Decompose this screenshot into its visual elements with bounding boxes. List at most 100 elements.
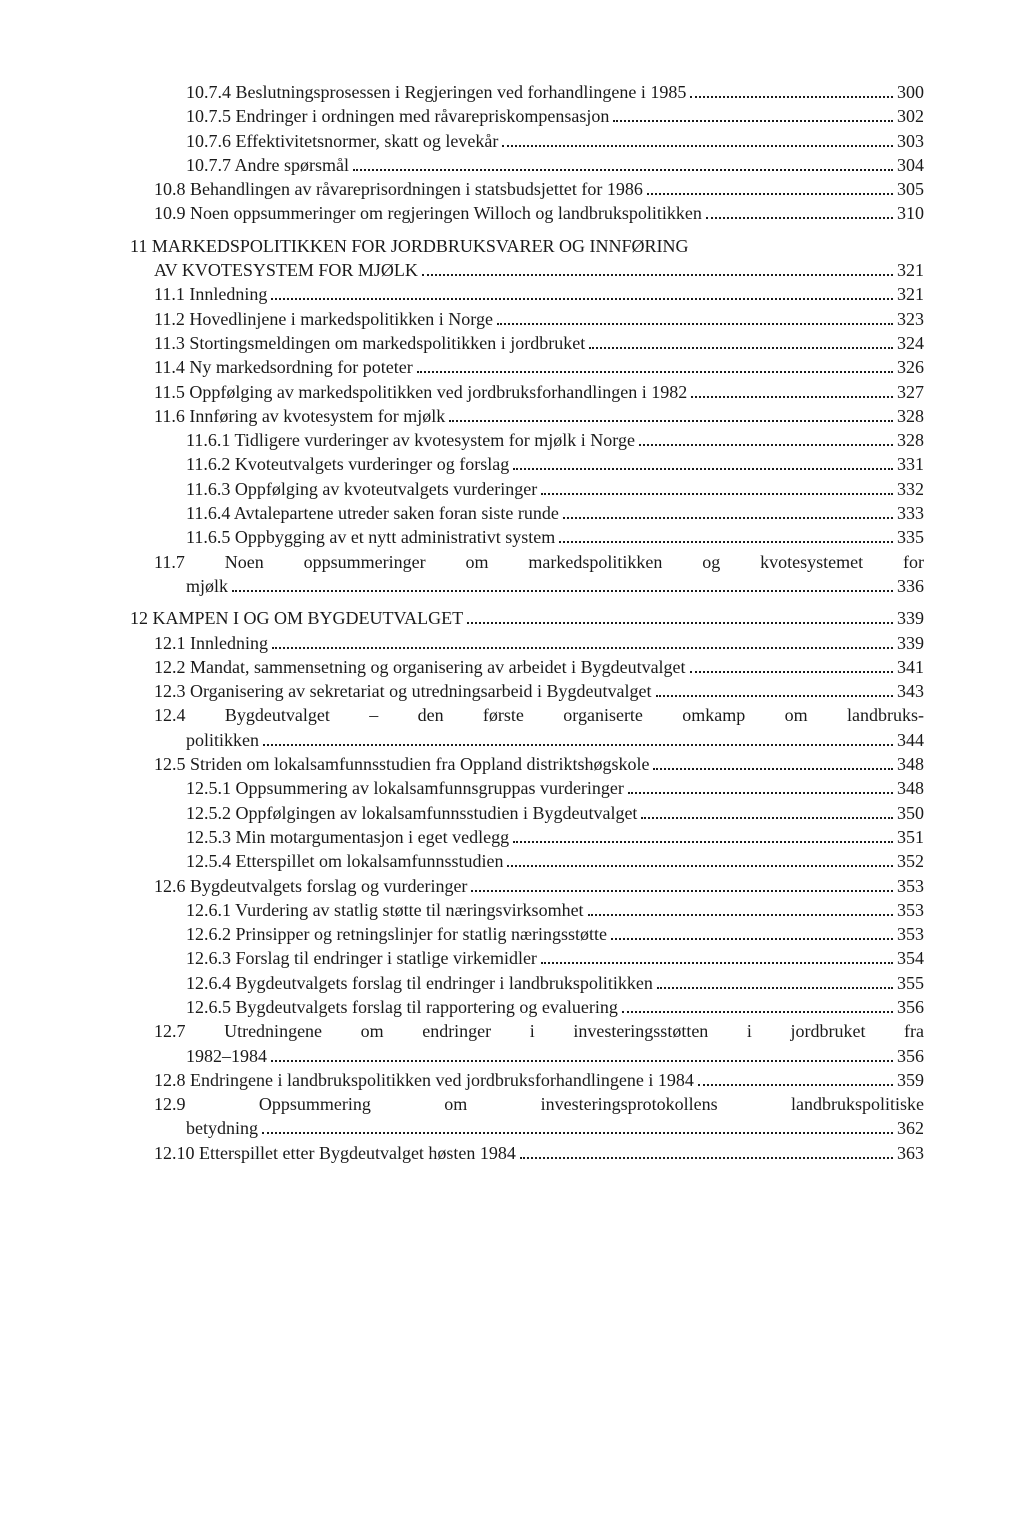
toc-page-number: 344 <box>897 728 924 752</box>
toc-entry: 12 KAMPEN I OG OM BYGDEUTVALGET339 <box>130 606 924 630</box>
toc-entry: 12.5 Striden om lokalsamfunnsstudien fra… <box>130 752 924 776</box>
toc-entry-label: 12.6.3 Forslag til endringer i statlige … <box>186 946 537 970</box>
toc-page-number: 303 <box>897 129 924 153</box>
toc-page-number: 362 <box>897 1116 924 1140</box>
toc-chapter-title-line1: 11 MARKEDSPOLITIKKEN FOR JORDBRUKSVARER … <box>130 234 924 258</box>
toc-entry-label: 12.2 Mandat, sammensetning og organiseri… <box>154 655 686 679</box>
table-of-contents: 10.7.4 Beslutningsprosessen i Regjeringe… <box>0 0 1024 1514</box>
toc-leader <box>639 444 893 446</box>
toc-page-number: 339 <box>897 631 924 655</box>
toc-page-number: 341 <box>897 655 924 679</box>
toc-entry-line1: 11.7 Noen oppsummeringer om markedspolit… <box>130 550 924 574</box>
toc-chapter: 12 KAMPEN I OG OM BYGDEUTVALGET339 <box>130 606 924 630</box>
toc-page-number: 356 <box>897 995 924 1019</box>
toc-entry-label: 11 MARKEDSPOLITIKKEN FOR JORDBRUKSVARER … <box>130 234 689 258</box>
toc-page-number: 343 <box>897 679 924 703</box>
toc-entry: 12.10 Etterspillet etter Bygdeutvalget h… <box>130 1141 924 1165</box>
toc-leader <box>272 647 893 649</box>
toc-page-number: 353 <box>897 922 924 946</box>
toc-page-number: 351 <box>897 825 924 849</box>
toc-page-number: 310 <box>897 201 924 225</box>
toc-entry: 12.2 Mandat, sammensetning og organiseri… <box>130 655 924 679</box>
toc-entry-label: 11.7 Noen oppsummeringer om markedspolit… <box>154 550 924 574</box>
toc-leader <box>417 371 893 373</box>
toc-leader <box>691 396 893 398</box>
toc-entry-label: 11.6.1 Tidligere vurderinger av kvotesys… <box>186 428 635 452</box>
toc-entry-label: 12.5 Striden om lokalsamfunnsstudien fra… <box>154 752 649 776</box>
toc-page-number: 359 <box>897 1068 924 1092</box>
toc-entry: 11.6.2 Kvoteutvalgets vurderinger og for… <box>130 452 924 476</box>
toc-entry: 12.6.5 Bygdeutvalgets forslag til rappor… <box>130 995 924 1019</box>
toc-page-number: 348 <box>897 752 924 776</box>
toc-page-number: 328 <box>897 428 924 452</box>
toc-entry-label: 12.4 Bygdeutvalget – den første organise… <box>154 703 924 727</box>
toc-page-number: 328 <box>897 404 924 428</box>
toc-entry: 11.1 Innledning321 <box>130 282 924 306</box>
toc-entry-label: 10.9 Noen oppsummeringer om regjeringen … <box>154 201 702 225</box>
toc-leader <box>271 1060 893 1062</box>
toc-entry-label: 12.8 Endringene i landbrukspolitikken ve… <box>154 1068 694 1092</box>
toc-page-number: 348 <box>897 776 924 800</box>
toc-leader <box>513 468 893 470</box>
toc-page-number: 324 <box>897 331 924 355</box>
toc-page-number: 304 <box>897 153 924 177</box>
toc-entry: 11.6.4 Avtalepartene utreder saken foran… <box>130 501 924 525</box>
toc-page-number: 336 <box>897 574 924 598</box>
toc-entry-label: 12 KAMPEN I OG OM BYGDEUTVALGET <box>130 606 463 630</box>
toc-entry-label: 11.6.4 Avtalepartene utreder saken foran… <box>186 501 559 525</box>
toc-leader <box>449 420 893 422</box>
toc-entry: AV KVOTESYSTEM FOR MJØLK321 <box>130 258 924 282</box>
toc-page-number: 302 <box>897 104 924 128</box>
toc-leader <box>502 145 893 147</box>
toc-entry-label: 10.8 Behandlingen av råvareprisordningen… <box>154 177 643 201</box>
toc-entry: 12.5.4 Etterspillet om lokalsamfunnsstud… <box>130 849 924 873</box>
toc-entry-label: 11.2 Hovedlinjene i markedspolitikken i … <box>154 307 493 331</box>
toc-entry-label: 12.1 Innledning <box>154 631 268 655</box>
toc-entry-label: 12.5.2 Oppfølgingen av lokalsamfunnsstud… <box>186 801 637 825</box>
toc-entry: 12.6.4 Bygdeutvalgets forslag til endrin… <box>130 971 924 995</box>
toc-leader <box>541 962 893 964</box>
toc-entry-label: 11.6.2 Kvoteutvalgets vurderinger og for… <box>186 452 509 476</box>
toc-page-number: 305 <box>897 177 924 201</box>
toc-page-number: 327 <box>897 380 924 404</box>
toc-leader <box>497 323 893 325</box>
toc-entry-label: 10.7.6 Effektivitetsnormer, skatt og lev… <box>186 129 498 153</box>
toc-entry: 12.5.3 Min motargumentasjon i eget vedle… <box>130 825 924 849</box>
toc-leader <box>690 96 893 98</box>
toc-entry-label: 10.7.4 Beslutningsprosessen i Regjeringe… <box>186 80 686 104</box>
toc-page-number: 352 <box>897 849 924 873</box>
toc-leader <box>613 120 893 122</box>
toc-page-number: 333 <box>897 501 924 525</box>
toc-leader <box>507 865 893 867</box>
toc-chapter: 11 MARKEDSPOLITIKKEN FOR JORDBRUKSVARER … <box>130 234 924 283</box>
toc-entry: 10.7.6 Effektivitetsnormer, skatt og lev… <box>130 129 924 153</box>
toc-page-number: 335 <box>897 525 924 549</box>
toc-entry: mjølk336 <box>130 574 924 598</box>
toc-leader <box>622 1011 893 1013</box>
toc-entry-label: AV KVOTESYSTEM FOR MJØLK <box>154 258 418 282</box>
toc-entry: 10.8 Behandlingen av råvareprisordningen… <box>130 177 924 201</box>
toc-leader <box>563 517 893 519</box>
toc-entry: 11.5 Oppfølging av markedspolitikken ved… <box>130 380 924 404</box>
toc-entry-label: 10.7.7 Andre spørsmål <box>186 153 349 177</box>
toc-page-number: 353 <box>897 898 924 922</box>
toc-leader <box>271 298 893 300</box>
toc-entry-label: 12.3 Organisering av sekretariat og utre… <box>154 679 652 703</box>
toc-entry-label: 11.3 Stortingsmeldingen om markedspoliti… <box>154 331 585 355</box>
toc-page-number: 363 <box>897 1141 924 1165</box>
toc-entry-label: 12.10 Etterspillet etter Bygdeutvalget h… <box>154 1141 516 1165</box>
toc-entry-label: 12.7 Utredningene om endringer i investe… <box>154 1019 924 1043</box>
toc-page-number: 331 <box>897 452 924 476</box>
toc-leader <box>262 1132 893 1134</box>
toc-entry: 12.1 Innledning 339 <box>130 631 924 655</box>
toc-entry: 10.9 Noen oppsummeringer om regjeringen … <box>130 201 924 225</box>
toc-leader <box>589 347 893 349</box>
toc-entry: politikken344 <box>130 728 924 752</box>
toc-entry-label: 11.1 Innledning <box>154 282 267 306</box>
toc-entry: 11.4 Ny markedsordning for poteter326 <box>130 355 924 379</box>
toc-leader <box>471 890 893 892</box>
toc-entry: 10.7.4 Beslutningsprosessen i Regjeringe… <box>130 80 924 104</box>
toc-leader <box>611 938 893 940</box>
toc-entry: 11.6.5 Oppbygging av et nytt administrat… <box>130 525 924 549</box>
toc-page-number: 355 <box>897 971 924 995</box>
